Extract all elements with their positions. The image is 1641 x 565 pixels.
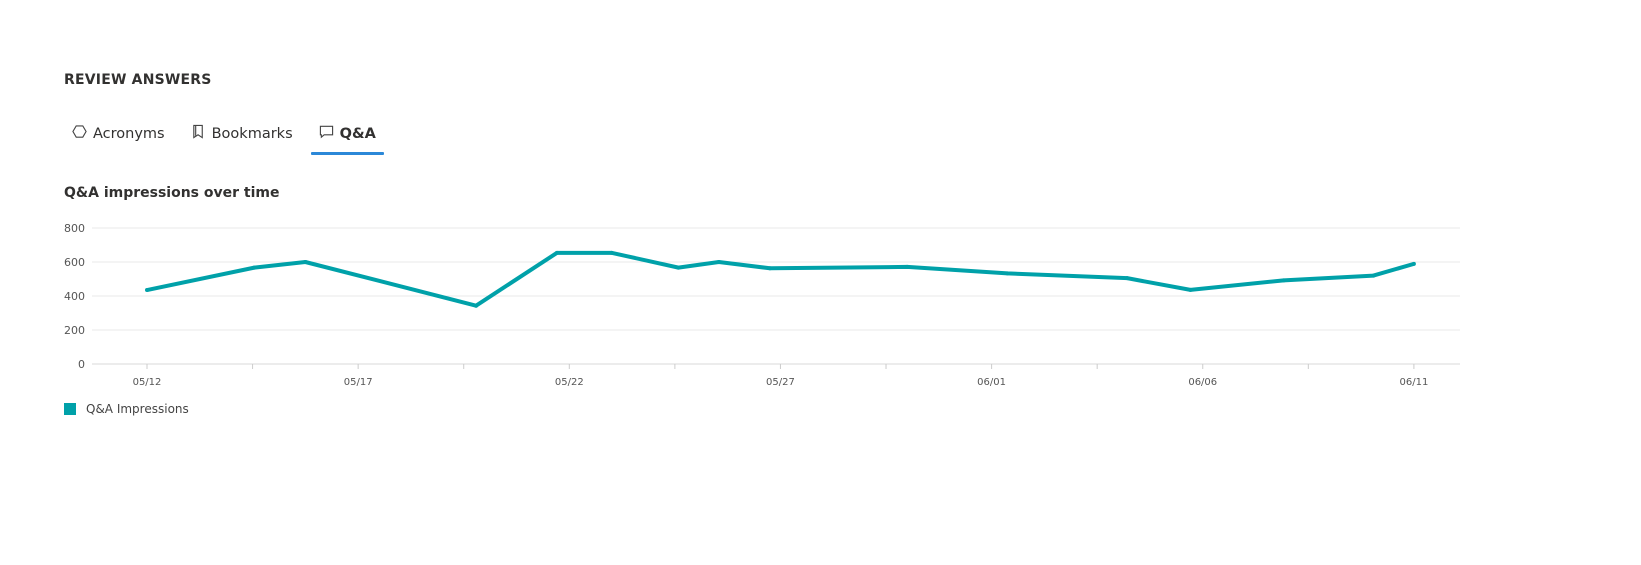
x-tick-label: 05/22 (555, 377, 584, 388)
section-title: REVIEW ANSWERS (64, 72, 212, 88)
data-point (609, 250, 614, 255)
line-chart: 0 200 400 600 800 05/12 05/17 05/22 05/27 06/01 06… (64, 222, 1460, 388)
hexagon-icon (72, 124, 87, 143)
comment-icon (319, 124, 334, 143)
y-tick-label: 0 (78, 358, 85, 371)
y-tick-label: 600 (64, 256, 85, 269)
x-tick-label: 05/27 (766, 377, 795, 388)
data-point (252, 265, 257, 270)
data-point (905, 264, 910, 269)
data-point (554, 250, 559, 255)
x-tick-label: 06/01 (977, 377, 1006, 388)
y-tick-label: 400 (64, 290, 85, 303)
data-point (1371, 273, 1376, 278)
data-point (1281, 278, 1286, 283)
data-point (474, 303, 479, 308)
tab-qa[interactable]: Q&A (310, 122, 385, 155)
x-tick-label: 05/17 (344, 377, 373, 388)
series-line (146, 250, 1415, 308)
legend-label[interactable]: Q&A Impressions (86, 402, 189, 416)
tab-acronyms[interactable]: Acronyms (64, 122, 173, 155)
data-point (716, 260, 721, 264)
data-point (1188, 287, 1193, 292)
x-tick-label: 06/11 (1399, 377, 1428, 388)
data-point (145, 288, 149, 293)
data-point (1411, 261, 1416, 266)
data-point (303, 260, 308, 264)
legend-swatch (64, 403, 76, 415)
tab-bar: Acronyms Bookmarks Q&A (64, 122, 394, 155)
tab-label: Acronyms (93, 125, 165, 142)
y-tick-label: 200 (64, 324, 85, 337)
bookmark-icon (191, 124, 206, 143)
data-point (767, 266, 772, 271)
tab-label: Bookmarks (211, 125, 293, 142)
data-point (1005, 271, 1010, 276)
legend: Q&A Impressions (64, 402, 189, 416)
tab-label: Q&A (339, 125, 376, 142)
data-point (676, 265, 681, 270)
x-tick-label: 05/12 (133, 377, 162, 388)
x-tick-label: 06/06 (1188, 377, 1217, 388)
chart-title: Q&A impressions over time (64, 185, 280, 201)
tab-bookmarks[interactable]: Bookmarks (183, 122, 301, 155)
data-point (1125, 276, 1130, 281)
y-tick-label: 800 (64, 222, 85, 235)
